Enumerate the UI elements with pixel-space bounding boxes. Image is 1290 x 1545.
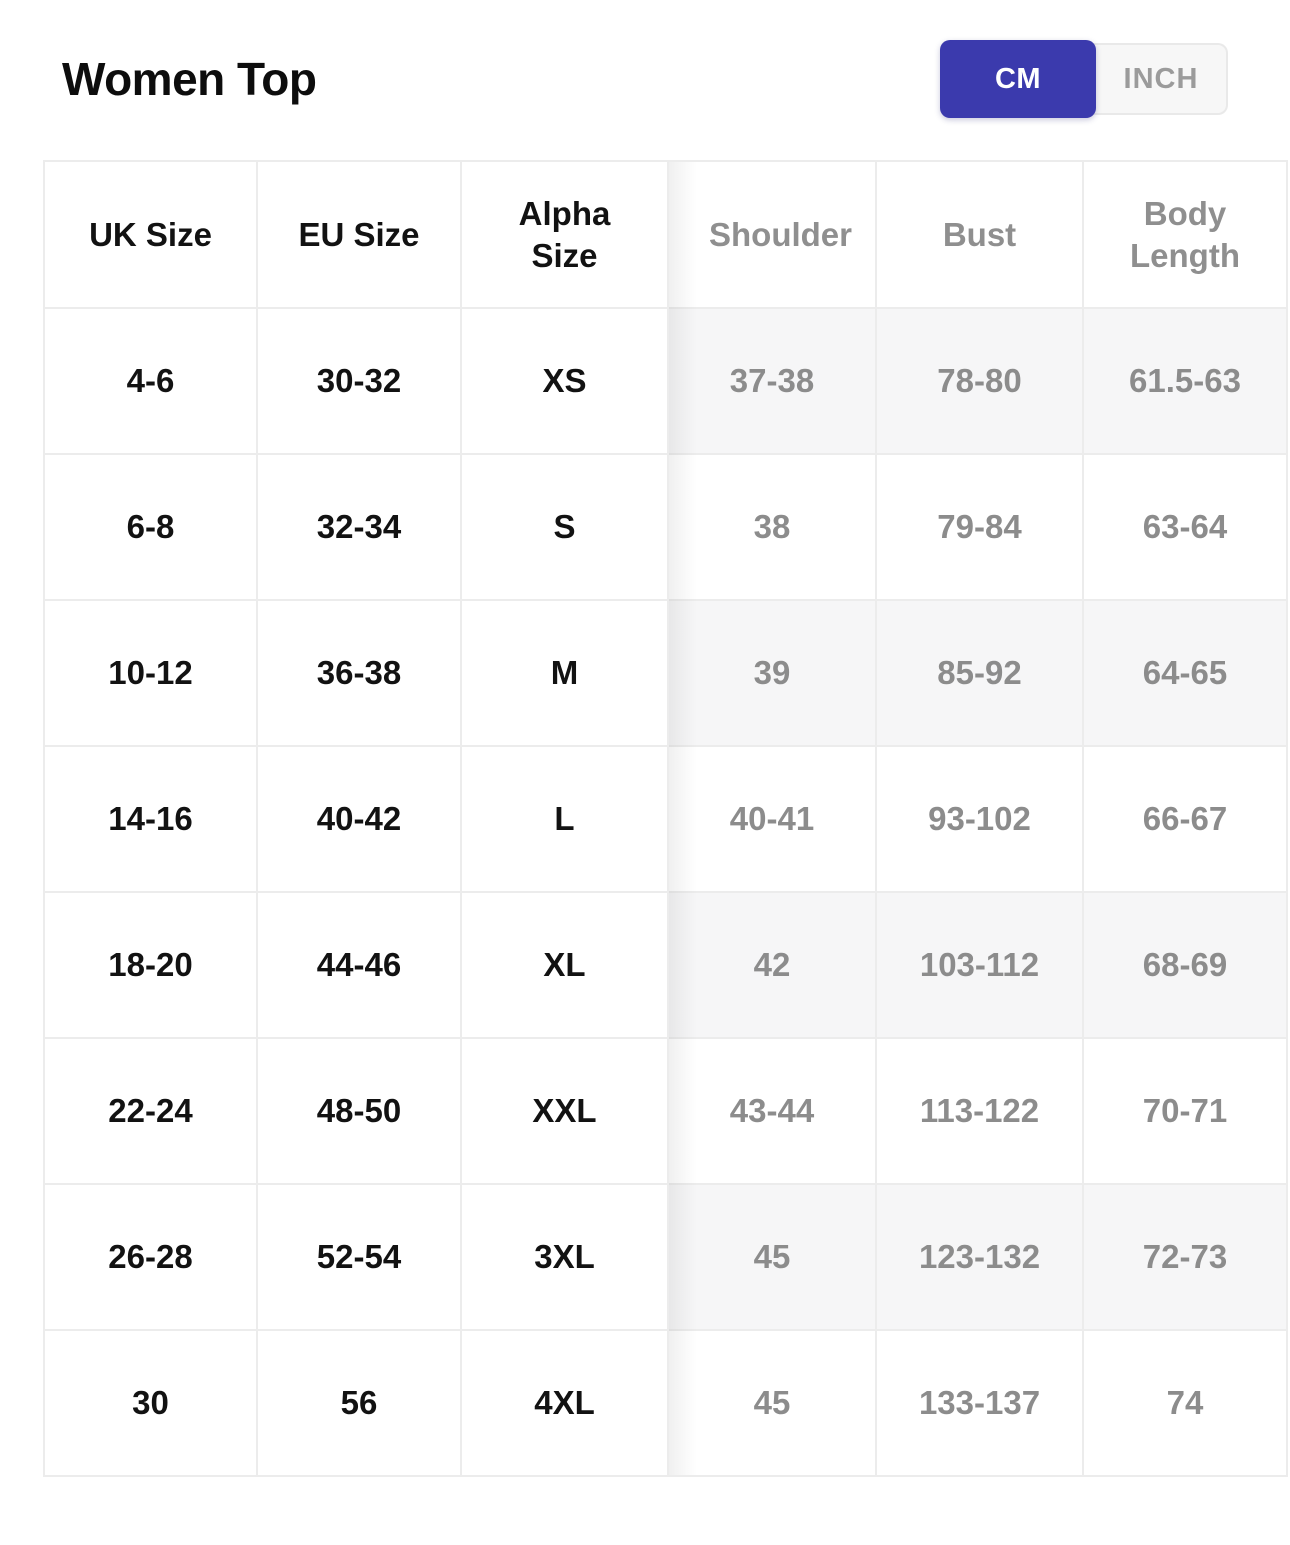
eu-size-cell: 52-54: [256, 1183, 462, 1331]
unit-toggle: CM INCH: [940, 40, 1228, 118]
alpha-size-cell: XS: [460, 307, 669, 455]
bust-cell: 79-84: [875, 453, 1084, 601]
size-table: UK Size EU Size Alpha Size Shoulder Bust…: [43, 160, 1288, 1477]
alpha-size-cell: 3XL: [460, 1183, 669, 1331]
eu-size-cell: 36-38: [256, 599, 462, 747]
eu-size-cell: 40-42: [256, 745, 462, 893]
eu-size-cell: 48-50: [256, 1037, 462, 1185]
shoulder-cell: 45: [667, 1183, 877, 1331]
body-length-cell: 63-64: [1082, 453, 1288, 601]
body-length-cell: 68-69: [1082, 891, 1288, 1039]
body-length-cell: 72-73: [1082, 1183, 1288, 1331]
shoulder-cell: 39: [667, 599, 877, 747]
alpha-size-cell: XL: [460, 891, 669, 1039]
alpha-size-cell: S: [460, 453, 669, 601]
uk-size-cell: 4-6: [43, 307, 258, 455]
body-length-cell: 66-67: [1082, 745, 1288, 893]
eu-size-cell: 32-34: [256, 453, 462, 601]
bust-cell: 123-132: [875, 1183, 1084, 1331]
column-header-uk-size: UK Size: [43, 160, 258, 309]
alpha-size-cell: L: [460, 745, 669, 893]
table-row-l: 14-16 40-42 L 40-41 93-102 66-67: [43, 745, 1288, 893]
uk-size-cell: 6-8: [43, 453, 258, 601]
bust-cell: 85-92: [875, 599, 1084, 747]
shoulder-cell: 37-38: [667, 307, 877, 455]
column-header-shoulder: Shoulder: [667, 160, 877, 309]
bust-cell: 113-122: [875, 1037, 1084, 1185]
table-row-3xl: 26-28 52-54 3XL 45 123-132 72-73: [43, 1183, 1288, 1331]
column-header-body-length: Body Length: [1082, 160, 1288, 309]
eu-size-cell: 56: [256, 1329, 462, 1477]
table-row-xl: 18-20 44-46 XL 42 103-112 68-69: [43, 891, 1288, 1039]
eu-size-cell: 44-46: [256, 891, 462, 1039]
bust-cell: 103-112: [875, 891, 1084, 1039]
uk-size-cell: 14-16: [43, 745, 258, 893]
body-length-cell: 64-65: [1082, 599, 1288, 747]
shoulder-cell: 40-41: [667, 745, 877, 893]
alpha-size-cell: M: [460, 599, 669, 747]
table-row-s: 6-8 32-34 S 38 79-84 63-64: [43, 453, 1288, 601]
table-row-4xl: 30 56 4XL 45 133-137 74: [43, 1329, 1288, 1477]
shoulder-cell: 38: [667, 453, 877, 601]
alpha-size-cell: 4XL: [460, 1329, 669, 1477]
table-row-xs: 4-6 30-32 XS 37-38 78-80 61.5-63: [43, 307, 1288, 455]
bust-cell: 133-137: [875, 1329, 1084, 1477]
page-title: Women Top: [62, 53, 317, 105]
shoulder-cell: 45: [667, 1329, 877, 1477]
bust-cell: 78-80: [875, 307, 1084, 455]
uk-size-cell: 22-24: [43, 1037, 258, 1185]
alpha-size-cell: XXL: [460, 1037, 669, 1185]
shoulder-cell: 42: [667, 891, 877, 1039]
table-row-xxl: 22-24 48-50 XXL 43-44 113-122 70-71: [43, 1037, 1288, 1185]
cm-toggle-button[interactable]: CM: [940, 40, 1096, 118]
body-length-cell: 70-71: [1082, 1037, 1288, 1185]
table-row-m: 10-12 36-38 M 39 85-92 64-65: [43, 599, 1288, 747]
column-header-bust: Bust: [875, 160, 1084, 309]
eu-size-cell: 30-32: [256, 307, 462, 455]
uk-size-cell: 26-28: [43, 1183, 258, 1331]
shoulder-cell: 43-44: [667, 1037, 877, 1185]
bust-cell: 93-102: [875, 745, 1084, 893]
body-length-cell: 74: [1082, 1329, 1288, 1477]
size-guide-header: Women Top CM INCH: [0, 0, 1290, 118]
size-table-container: UK Size EU Size Alpha Size Shoulder Bust…: [43, 160, 1288, 1477]
body-length-cell: 61.5-63: [1082, 307, 1288, 455]
column-header-eu-size: EU Size: [256, 160, 462, 309]
uk-size-cell: 30: [43, 1329, 258, 1477]
inch-toggle-button[interactable]: INCH: [1086, 43, 1228, 115]
header-row: UK Size EU Size Alpha Size Shoulder Bust…: [43, 160, 1288, 309]
uk-size-cell: 18-20: [43, 891, 258, 1039]
uk-size-cell: 10-12: [43, 599, 258, 747]
column-header-alpha-size: Alpha Size: [460, 160, 669, 309]
